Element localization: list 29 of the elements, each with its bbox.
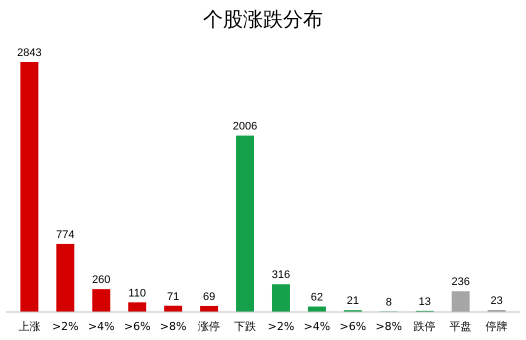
data-label: 21 [346, 295, 359, 308]
x-tick-label: >4% [88, 320, 115, 333]
x-tick-label: >2% [52, 320, 79, 333]
data-label: 2843 [17, 47, 42, 59]
data-label: 62 [310, 292, 324, 304]
x-tick-label: >4% [304, 320, 330, 333]
data-label: 2006 [232, 120, 258, 133]
data-label: 71 [167, 290, 180, 303]
chart-title: 个股涨跌分布 [203, 7, 323, 31]
data-label: 774 [56, 228, 74, 241]
x-tick-label: >6% [340, 320, 366, 333]
data-label: 69 [202, 290, 216, 303]
x-tick-label: 上涨 [18, 320, 40, 333]
x-tick-label: 下跌 [234, 320, 256, 333]
x-tick-label: 停牌 [486, 320, 508, 333]
x-tick-label: >6% [124, 320, 151, 333]
x-tick-label: >2% [268, 320, 294, 333]
data-label: 23 [490, 294, 503, 307]
data-label: 316 [272, 269, 290, 282]
x-tick-label: 跌停 [414, 320, 436, 333]
x-tick-label: 平盘 [450, 320, 472, 333]
data-label: 260 [92, 274, 110, 286]
data-label: 13 [418, 296, 431, 308]
x-tick-label: >8% [160, 320, 186, 333]
data-label: 236 [452, 276, 470, 288]
data-label: 110 [128, 287, 146, 300]
x-tick-label: 涨停 [198, 320, 220, 333]
data-label: 8 [386, 296, 392, 308]
x-tick-label: >8% [375, 320, 402, 333]
